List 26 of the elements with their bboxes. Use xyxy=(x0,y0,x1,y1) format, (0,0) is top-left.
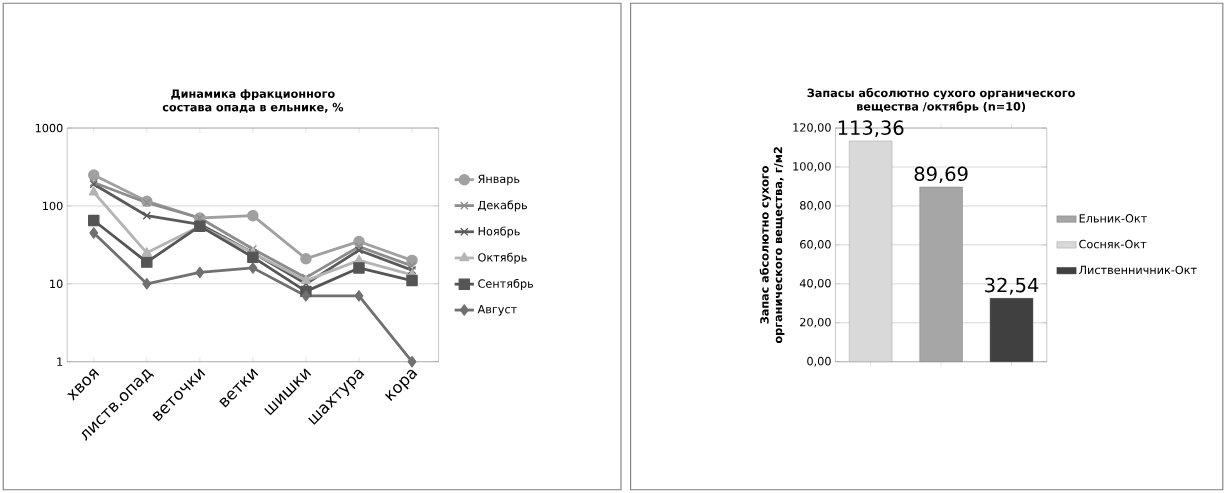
legend-label: Сосняк-Окт xyxy=(1079,239,1147,249)
y-tick-label: 80,00 xyxy=(800,201,831,211)
legend-label: Август xyxy=(477,305,517,316)
y-axis-title: Запас абсолютно сухого органического вещества, г/м2 xyxy=(759,147,785,344)
y-tick-label: 20,00 xyxy=(800,317,831,328)
y-tick-label: 10 xyxy=(50,279,63,289)
legend-label: Сентябрь xyxy=(478,278,534,291)
chart-title: Динамика фракционного состава опада в ельнике, % xyxy=(162,89,344,113)
data-label: 32,54 xyxy=(985,277,1039,295)
y-tick-label: 120,00 xyxy=(793,123,831,133)
legend-label: Ноябрь xyxy=(478,226,520,238)
legend-label: Октябрь xyxy=(478,252,527,264)
y-tick-label: 100 xyxy=(43,201,63,211)
y-tick-label: 100,00 xyxy=(793,162,831,172)
legend-label: Январь xyxy=(478,174,520,186)
chart-title: Запасы абсолютно сухого органического вещества /октябрь (n=10) xyxy=(807,88,1075,113)
data-label: 113,36 xyxy=(838,120,904,138)
legend-label: Лиственничник-Окт xyxy=(1079,265,1197,275)
y-tick-label: 1 xyxy=(57,357,63,366)
data-label: 89,69 xyxy=(914,166,968,184)
y-tick-label: 1000 xyxy=(35,123,63,133)
legend-label: Ельник-Окт xyxy=(1079,214,1147,223)
y-tick-label: 40,00 xyxy=(799,279,831,289)
legend-label: Декабрь xyxy=(478,200,527,212)
y-tick-label: 60,00 xyxy=(800,240,831,250)
y-tick-label: 0,00 xyxy=(807,356,831,367)
